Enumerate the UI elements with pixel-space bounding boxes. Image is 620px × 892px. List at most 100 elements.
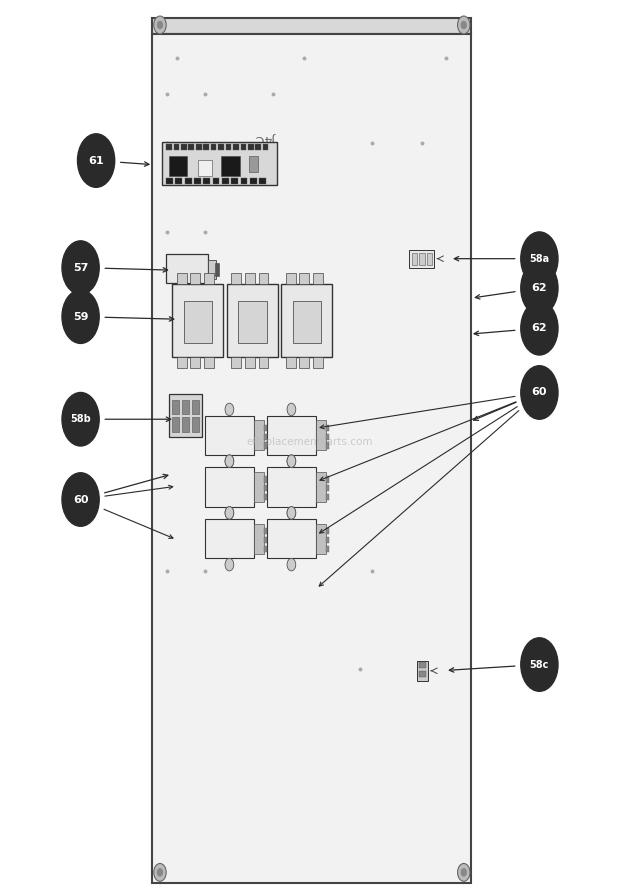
Bar	[326, 537, 329, 543]
Text: 61: 61	[88, 155, 104, 166]
Bar	[174, 144, 179, 150]
Bar	[204, 357, 214, 368]
Bar	[264, 528, 267, 534]
Bar	[231, 178, 238, 184]
Bar	[293, 301, 321, 343]
Circle shape	[287, 403, 296, 416]
Bar	[418, 671, 426, 677]
Text: 58b: 58b	[70, 414, 91, 425]
Bar	[326, 425, 329, 431]
Bar	[233, 144, 239, 150]
Bar	[190, 273, 200, 284]
Bar	[205, 467, 254, 507]
Circle shape	[225, 558, 234, 571]
Bar	[264, 476, 267, 483]
Circle shape	[287, 507, 296, 519]
Bar	[221, 156, 240, 176]
Bar	[249, 156, 258, 172]
Text: J4C: J4C	[257, 132, 277, 145]
Text: 62: 62	[531, 323, 547, 334]
Bar	[259, 273, 268, 284]
Bar	[203, 144, 209, 150]
Bar	[316, 472, 326, 502]
Text: 60: 60	[73, 494, 89, 505]
Circle shape	[461, 21, 466, 29]
Bar	[231, 357, 241, 368]
Bar	[152, 18, 471, 34]
Bar	[254, 420, 264, 450]
Circle shape	[521, 261, 558, 315]
Bar	[316, 420, 326, 450]
Bar	[227, 284, 278, 357]
Circle shape	[287, 455, 296, 467]
Bar	[172, 400, 179, 414]
Bar	[299, 273, 309, 284]
Bar	[250, 178, 257, 184]
Bar	[241, 178, 247, 184]
Bar	[409, 250, 434, 268]
Circle shape	[225, 455, 234, 467]
Bar	[194, 178, 201, 184]
Bar	[177, 273, 187, 284]
Bar	[218, 144, 224, 150]
Bar	[263, 144, 268, 150]
Bar	[205, 519, 254, 558]
Circle shape	[461, 869, 466, 876]
Bar	[213, 178, 219, 184]
Bar	[417, 661, 428, 681]
Bar	[259, 357, 268, 368]
Bar	[203, 178, 210, 184]
Text: 58a: 58a	[529, 253, 549, 264]
Bar	[215, 263, 219, 276]
Circle shape	[225, 507, 234, 519]
Bar	[182, 400, 189, 414]
Bar	[245, 357, 255, 368]
Bar	[196, 144, 202, 150]
Bar	[169, 394, 202, 437]
Circle shape	[62, 241, 99, 294]
Circle shape	[521, 232, 558, 285]
Bar	[264, 537, 267, 543]
Circle shape	[157, 869, 162, 876]
Bar	[299, 357, 309, 368]
Bar	[326, 476, 329, 483]
Text: 58c: 58c	[529, 659, 549, 670]
Bar	[254, 472, 264, 502]
Bar	[326, 528, 329, 534]
Text: 62: 62	[531, 283, 547, 293]
Text: 57: 57	[73, 262, 88, 273]
Circle shape	[287, 558, 296, 571]
Circle shape	[62, 392, 99, 446]
Bar	[412, 253, 417, 265]
Bar	[166, 178, 173, 184]
Circle shape	[62, 473, 99, 526]
Bar	[264, 434, 267, 440]
Circle shape	[458, 863, 470, 881]
Bar	[175, 178, 182, 184]
Bar	[222, 178, 229, 184]
Text: 59: 59	[73, 311, 89, 322]
Bar	[419, 253, 425, 265]
Circle shape	[458, 16, 470, 34]
Bar	[267, 416, 316, 455]
Bar	[245, 273, 255, 284]
Circle shape	[225, 403, 234, 416]
Bar	[181, 144, 187, 150]
Bar	[418, 662, 426, 668]
Bar	[267, 467, 316, 507]
Bar	[226, 144, 231, 150]
Bar	[326, 442, 329, 449]
Bar	[188, 144, 194, 150]
Bar	[281, 284, 332, 357]
Bar	[254, 524, 264, 554]
Bar	[264, 494, 267, 500]
Bar	[241, 144, 246, 150]
Bar	[205, 416, 254, 455]
Bar	[264, 485, 267, 491]
Bar	[162, 142, 277, 185]
Bar	[231, 273, 241, 284]
Bar	[204, 273, 214, 284]
Bar	[166, 254, 208, 283]
Bar	[326, 494, 329, 500]
Bar	[286, 273, 296, 284]
